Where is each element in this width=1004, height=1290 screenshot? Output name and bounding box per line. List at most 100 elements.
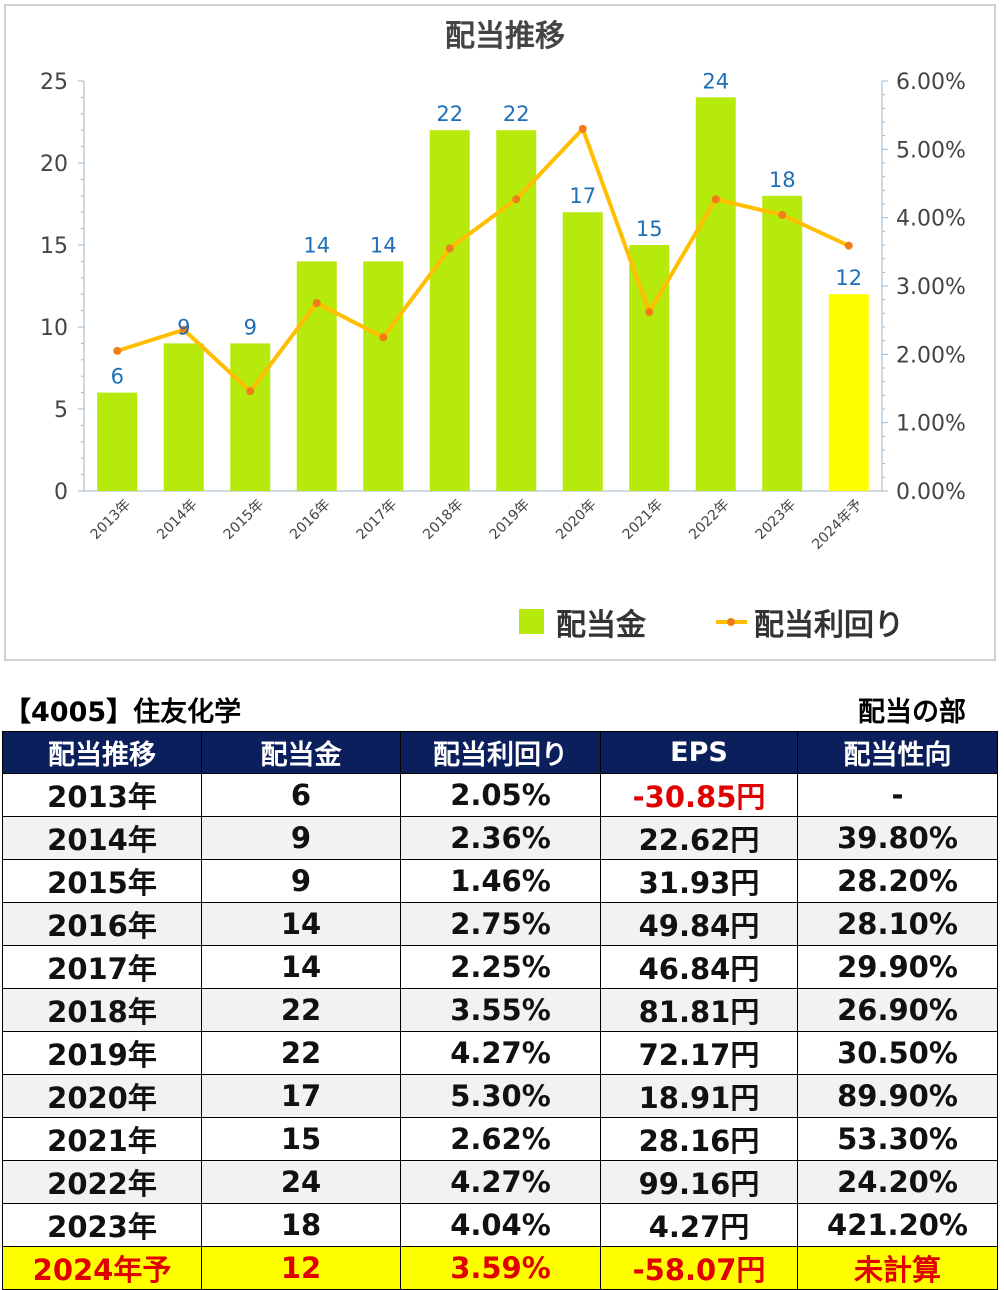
category-label: 2015年	[221, 497, 267, 543]
yield-line	[116, 126, 850, 394]
cell-dividend: 22	[201, 1031, 401, 1075]
header-eps: EPS	[600, 731, 798, 774]
left-tick-label: 15	[40, 234, 68, 259]
yield-point-2017年	[379, 333, 388, 342]
table-body: 2013年 6 2.05% -30.85円 -2014年 9 2.36% 22.62円 39.8…	[2, 773, 998, 1290]
table-row: 2017年 14 2.25% 46.84円 29.90%	[2, 945, 998, 989]
table-row: 2013年 6 2.05% -30.85円 -	[2, 773, 998, 817]
cell-yield: 2.62%	[400, 1117, 601, 1161]
cell-year: 2016年	[2, 902, 202, 946]
cell-eps: -58.07円	[600, 1246, 798, 1290]
left-tick-label: 5	[54, 398, 68, 423]
cell-year: 2014年	[2, 816, 202, 860]
yield-point-2023年	[778, 210, 787, 219]
legend-line-label: 配当利回り	[754, 608, 904, 643]
cell-payout: 30.50%	[797, 1031, 998, 1075]
header-dividend: 配当金	[201, 731, 401, 774]
data-label: 9	[244, 315, 257, 339]
category-label: 2018年	[420, 497, 466, 543]
cell-eps: 4.27円	[600, 1203, 798, 1247]
cell-dividend: 9	[201, 816, 401, 860]
legend-bar-swatch	[519, 609, 544, 634]
cell-dividend: 14	[201, 945, 401, 989]
cell-dividend: 17	[201, 1074, 401, 1118]
category-label: 2013年	[88, 497, 134, 543]
table-row: 2018年 22 3.55% 81.81円 26.90%	[2, 988, 998, 1032]
data-label: 9	[177, 315, 190, 339]
company-name: 【4005】住友化学	[4, 697, 242, 728]
data-label: 12	[835, 266, 862, 290]
dividend-table: 配当推移 配当金 配当利回り EPS 配当性向 2013年 6 2.05% -30.8…	[2, 731, 998, 1290]
section-label: 配当の部	[858, 697, 966, 728]
cell-dividend: 6	[201, 773, 401, 817]
bar-2023年	[762, 195, 803, 492]
category-label: 2022年	[686, 497, 732, 543]
cell-eps: 99.16円	[600, 1160, 798, 1204]
cell-year: 2013年	[2, 773, 202, 817]
bar-2022年	[695, 97, 736, 492]
cell-yield: 4.27%	[400, 1160, 601, 1204]
cell-year: 2023年	[2, 1203, 202, 1247]
cell-payout: 421.20%	[797, 1203, 998, 1247]
legend-bar-label: 配当金	[556, 608, 647, 643]
cell-dividend: 12	[201, 1246, 401, 1290]
right-tick-label: 1.00%	[896, 412, 966, 437]
header-payout: 配当性向	[797, 731, 998, 774]
yield-point-2013年	[113, 346, 122, 355]
cell-payout: 24.20%	[797, 1160, 998, 1204]
cell-eps: 31.93円	[600, 859, 798, 903]
yield-point-2022年	[711, 195, 720, 204]
cell-year: 2022年	[2, 1160, 202, 1204]
table-row: 2024年予 12 3.59% -58.07円 未計算	[2, 1246, 998, 1290]
right-tick-label: 6.00%	[896, 70, 966, 95]
cell-eps: 49.84円	[600, 902, 798, 946]
cell-dividend: 22	[201, 988, 401, 1032]
table-row: 2014年 9 2.36% 22.62円 39.80%	[2, 816, 998, 860]
category-label: 2014年	[154, 497, 200, 543]
cell-eps: -30.85円	[600, 773, 798, 817]
left-tick-label: 25	[40, 70, 68, 95]
category-label: 2023年	[753, 497, 799, 543]
bar-2018年	[429, 130, 470, 491]
bar-2014年	[163, 343, 204, 491]
yield-point-2024年予	[844, 241, 853, 250]
cell-eps: 22.62円	[600, 816, 798, 860]
category-label: 2016年	[287, 497, 333, 543]
yield-point-2019年	[512, 195, 521, 204]
cell-eps: 18.91円	[600, 1074, 798, 1118]
cell-yield: 4.04%	[400, 1203, 601, 1247]
table-row: 2015年 9 1.46% 31.93円 28.20%	[2, 859, 998, 903]
dividend-chart: 配当推移 0 5 10 15 20 25 0.00% 1.00% 2.00% 3.00% 4.00% 5…	[40, 19, 966, 643]
header-year: 配当推移	[2, 731, 202, 774]
cell-payout: -	[797, 773, 998, 817]
cell-yield: 5.30%	[400, 1074, 601, 1118]
cell-year: 2021年	[2, 1117, 202, 1161]
data-label: 24	[702, 69, 729, 93]
cell-payout: 89.90%	[797, 1074, 998, 1118]
chart-title: 配当推移	[445, 19, 565, 54]
cell-year: 2020年	[2, 1074, 202, 1118]
cell-payout: 39.80%	[797, 816, 998, 860]
bar-2013年	[97, 392, 138, 491]
cell-dividend: 24	[201, 1160, 401, 1204]
data-label: 22	[436, 102, 463, 126]
cell-eps: 81.81円	[600, 988, 798, 1032]
legend-line-marker	[727, 618, 735, 626]
yield-point-2021年	[645, 307, 654, 316]
table-row: 2020年 17 5.30% 18.91円 89.90%	[2, 1074, 998, 1118]
right-tick-label: 0.00%	[896, 480, 966, 505]
cell-dividend: 15	[201, 1117, 401, 1161]
data-label: 17	[569, 184, 596, 208]
cell-payout: 未計算	[797, 1246, 998, 1290]
cell-yield: 2.05%	[400, 773, 601, 817]
cell-payout: 28.10%	[797, 902, 998, 946]
header-yield: 配当利回り	[400, 731, 601, 774]
cell-yield: 2.36%	[400, 816, 601, 860]
category-label: 2019年	[487, 497, 533, 543]
data-label: 18	[769, 168, 796, 192]
bar-2020年	[562, 212, 603, 491]
table-header-row: 配当推移 配当金 配当利回り EPS 配当性向	[2, 731, 998, 774]
category-label: 2024年予	[809, 497, 865, 553]
cell-year: 2019年	[2, 1031, 202, 1075]
yield-point-2015年	[246, 387, 255, 396]
